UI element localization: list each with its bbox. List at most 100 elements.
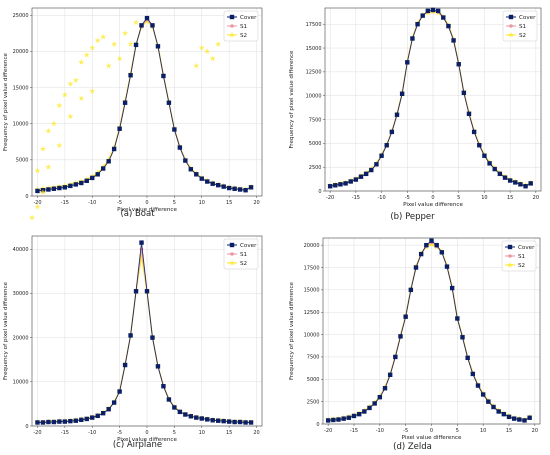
chart-zelda: -20 -15 -10 -5 0 5 10 15 20 0 2500 5000 7500 10000 125… (289, 237, 541, 441)
y-axis-label: Frequency of pixel value difference (289, 281, 295, 380)
chart-caption: (d) Zelda (393, 442, 432, 452)
data-point-cover (424, 242, 429, 248)
data-point-cover (434, 242, 439, 248)
data-point-cover (506, 414, 512, 420)
data-point-cover (46, 419, 51, 425)
data-point-cover (90, 175, 95, 181)
data-point-cover (243, 420, 248, 425)
y-tick-label: 15000 (306, 46, 322, 52)
legend-marker-s1 (509, 24, 513, 28)
legend: Cover S1 S2 (223, 10, 259, 42)
data-point-s2-scatter (215, 40, 222, 47)
data-point-cover (455, 316, 460, 321)
data-point-cover (68, 183, 73, 189)
legend-label-s2: S2 (518, 263, 525, 269)
data-point-cover (418, 251, 424, 257)
x-tick-label: 10 (480, 428, 486, 434)
legend-marker-cover (229, 14, 235, 20)
data-point-cover (491, 404, 496, 410)
data-point-cover (122, 100, 128, 105)
data-point-s2-scatter (28, 214, 36, 221)
data-point-cover (79, 417, 84, 423)
data-point-cover (35, 188, 40, 194)
data-point-cover (513, 180, 518, 185)
data-point-cover (106, 407, 111, 412)
data-point-cover (57, 185, 62, 191)
x-tick-label: 20 (533, 195, 539, 201)
y-tick-label: 10000 (13, 380, 29, 386)
data-point-cover (444, 264, 450, 269)
series-line-s2 (330, 11, 532, 187)
data-point-s2-scatter (198, 44, 205, 51)
data-point-cover (348, 179, 353, 184)
data-point-s2-scatter (116, 55, 123, 62)
legend-marker-s2 (228, 259, 236, 266)
data-point-cover (139, 23, 144, 28)
data-point-s2-scatter (105, 62, 112, 69)
legend-marker-cover (229, 242, 235, 248)
x-tick-label: -20 (326, 195, 334, 201)
data-point-cover (482, 153, 487, 158)
data-point-cover (377, 394, 383, 400)
axis-ticks: -20 -15 -10 -5 0 5 10 15 20 0 5000 10000 15000 20000 2… (13, 13, 260, 206)
data-point-cover (398, 334, 403, 339)
data-point-cover (336, 417, 341, 422)
data-point-cover (166, 397, 172, 402)
data-point-cover (333, 183, 338, 188)
y-tick-label: 17500 (306, 22, 322, 28)
data-point-cover (40, 420, 46, 425)
data-point-cover (183, 158, 188, 163)
y-tick-label: 10000 (306, 93, 322, 99)
data-point-cover (465, 355, 470, 361)
y-tick-label: 20000 (13, 335, 29, 341)
data-point-cover (199, 416, 204, 421)
data-point-cover (338, 182, 343, 187)
data-point-s2-scatter (56, 142, 63, 148)
y-tick-label: 10000 (13, 121, 29, 127)
data-point-cover (150, 335, 155, 340)
data-point-cover (387, 372, 393, 378)
data-point-cover (73, 182, 79, 187)
data-point-s2-scatter (89, 44, 96, 51)
series-s2 (325, 241, 533, 423)
data-point-cover (128, 73, 133, 78)
data-point-cover (51, 419, 57, 425)
legend-label-s2: S2 (519, 33, 526, 39)
legend-label-s2: S2 (240, 261, 247, 267)
series-line-s2 (328, 243, 530, 421)
legend-label-cover: Cover (519, 15, 536, 21)
chart-panel-pepper: -20 -15 -10 -5 0 5 10 15 20 0 2500 5000 7500 10000 125… (275, 0, 550, 226)
y-tick-label: 20000 (304, 243, 320, 249)
data-point-s2-scatter (34, 167, 41, 174)
data-point-cover (243, 188, 248, 193)
data-point-cover (73, 418, 79, 423)
y-tick-label: 0 (25, 194, 28, 200)
series-s1 (326, 240, 532, 423)
data-point-cover (46, 187, 51, 192)
data-point-s2-scatter (94, 37, 101, 44)
chart-panel-zelda: -20 -15 -10 -5 0 5 10 15 20 0 2500 5000 7500 10000 125… (275, 226, 550, 455)
data-point-cover (237, 419, 243, 425)
data-point-cover (57, 419, 62, 424)
data-point-cover (346, 415, 352, 420)
y-tick-label: 20000 (13, 49, 29, 55)
y-tick-label: 5000 (16, 158, 29, 164)
x-tick-label: 20 (532, 428, 538, 434)
chart-caption: (b) Pepper (390, 212, 435, 222)
data-point-cover (106, 159, 111, 164)
data-point-cover (511, 416, 517, 421)
data-point-cover (133, 289, 139, 294)
data-point-s2-scatter (72, 77, 79, 83)
data-point-cover (155, 364, 161, 369)
data-point-cover (369, 167, 374, 173)
data-point-cover (232, 186, 237, 191)
data-point-cover (62, 419, 68, 424)
data-point-cover (100, 166, 106, 171)
series-s1 (35, 17, 253, 193)
data-point-s2-scatter (39, 145, 46, 152)
data-point-cover (139, 240, 144, 245)
x-tick-label: -10 (377, 195, 385, 201)
chart-boat: -20 -15 -10 -5 0 5 10 15 20 0 5000 10000 15000 20000 2… (3, 7, 263, 221)
data-point-cover (161, 384, 166, 389)
legend-marker-s2 (506, 261, 514, 268)
